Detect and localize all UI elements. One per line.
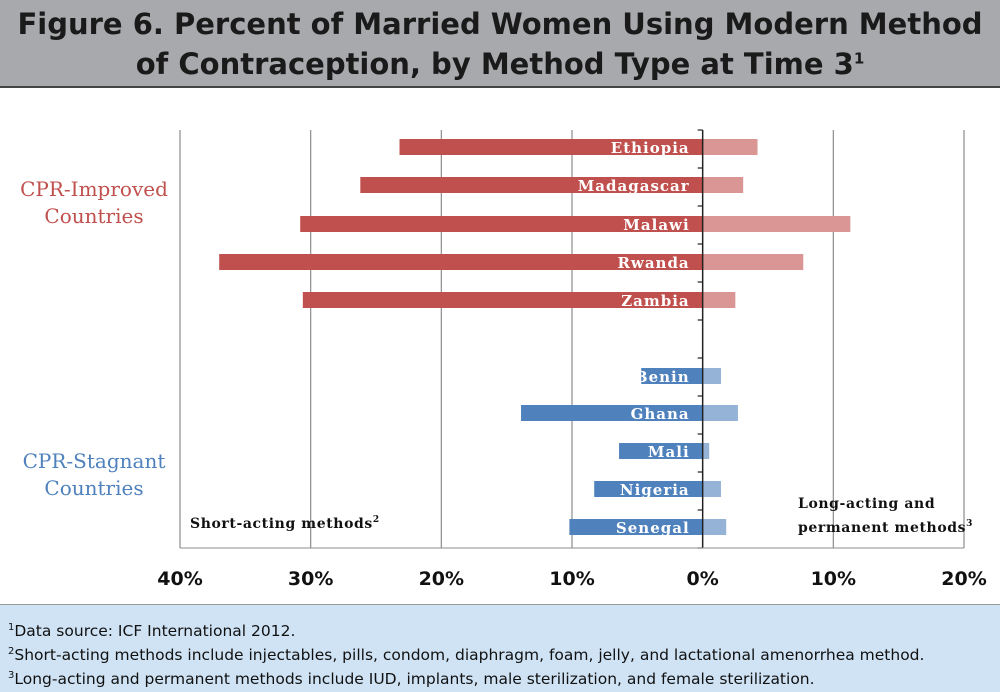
category-label-nigeria: Nigeria [620, 481, 690, 499]
category-label-benin: Benin [635, 368, 690, 386]
long-acting-annotation-line-2-footnote-marker: 3 [966, 519, 973, 529]
short-acting-annotation: Short-acting methods2 [190, 515, 380, 532]
figure-title-line-1: Figure 6. Percent of Married Women Using… [17, 7, 983, 41]
x-tick-label-2: 20% [419, 568, 464, 590]
bar-long-benin [702, 368, 721, 384]
category-label-zambia: Zambia [621, 292, 689, 310]
x-tick-label-5: 10% [811, 568, 856, 590]
category-label-madagascar: Madagascar [578, 177, 690, 195]
bar-short-mali [619, 443, 703, 459]
x-tick-label-4: 0% [687, 568, 719, 590]
short-acting-annotation-text: Short-acting methods [190, 516, 373, 532]
bar-long-ghana [702, 405, 738, 421]
long-acting-annotation-line-1: Long-acting and [798, 496, 935, 512]
figure-title-footnote-marker: 1 [853, 49, 865, 68]
footnote-1-marker: 1 [8, 621, 15, 633]
bar-short-malawi [300, 216, 703, 232]
group-label-0-line-1: Countries [44, 204, 143, 228]
method-annotations: Short-acting methods2 Long-acting and perm… [190, 496, 973, 536]
category-label-ethiopia: Ethiopia [611, 139, 690, 157]
category-label-ghana: Ghana [631, 405, 690, 423]
long-acting-annotation-line-2-text: permanent methods [798, 520, 966, 536]
x-tick-label-1: 30% [288, 568, 333, 590]
footnote-2: 2Short-acting methods include injectable… [8, 643, 1000, 667]
bar-long-rwanda [702, 254, 804, 270]
footnote-3-text: Long-acting and permanent methods includ… [14, 670, 815, 688]
category-labels: Ethiopia Madagascar Malawi Rwanda Zambia Beni… [578, 139, 690, 537]
long-acting-annotation-line-2: permanent methods3 [798, 519, 973, 536]
footnotes: 1Data source: ICF International 2012. 2S… [0, 604, 1000, 692]
bar-short-ethiopia [399, 139, 703, 155]
category-label-malawi: Malawi [623, 216, 689, 234]
gridlines [179, 130, 965, 548]
x-tick-label-3: 10% [549, 568, 594, 590]
figure-title-text: of Contraception, by Method Type at Time… [135, 47, 854, 81]
footnote-3-marker: 3 [8, 669, 15, 681]
bar-long-zambia [702, 292, 736, 308]
x-tick-label-0: 40% [157, 568, 202, 590]
x-tick-label-6: 20% [941, 568, 986, 590]
footnote-1-text: Data source: ICF International 2012. [14, 622, 296, 640]
bars [219, 139, 851, 535]
bar-short-zambia [302, 292, 703, 308]
bar-long-nigeria [702, 481, 721, 497]
bar-long-malawi [702, 216, 851, 232]
footnote-2-marker: 2 [8, 645, 15, 657]
group-label-1-line-1: Countries [44, 476, 143, 500]
footnote-1: 1Data source: ICF International 2012. [8, 619, 1000, 643]
category-label-mali: Mali [648, 443, 690, 461]
bar-short-madagascar [360, 177, 703, 193]
zero-axis [180, 129, 964, 549]
diverging-bar-chart: Ethiopia Madagascar Malawi Rwanda Zambia Beni… [20, 129, 987, 590]
figure-title-line-2: of Contraception, by Method Type at Time… [0, 44, 1000, 84]
group-labels: CPR-Improved Countries CPR-Stagnant Countri… [20, 177, 168, 500]
bar-long-senegal [702, 519, 727, 535]
x-axis-tick-labels: 40% 30% 20% 10% 0% 10% 20% [157, 568, 986, 590]
category-label-rwanda: Rwanda [617, 254, 689, 272]
bar-short-senegal [569, 519, 703, 535]
bar-long-mali [702, 443, 710, 459]
bar-short-rwanda [219, 254, 703, 270]
bar-long-madagascar [702, 177, 744, 193]
bar-short-nigeria [594, 481, 703, 497]
figure-title-banner: Figure 6. Percent of Married Women Using… [0, 0, 1000, 88]
bar-short-benin [641, 368, 703, 384]
group-label-0-line-0: CPR-Improved [20, 177, 168, 201]
bar-short-ghana [521, 405, 703, 421]
long-acting-annotation-line-1-text: Long-acting and [798, 496, 935, 512]
bar-long-ethiopia [702, 139, 758, 155]
group-label-1-line-0: CPR-Stagnant [23, 449, 166, 473]
footnote-2-text: Short-acting methods include injectables… [14, 646, 925, 664]
short-acting-annotation-footnote-marker: 2 [373, 515, 380, 525]
category-label-senegal: Senegal [616, 519, 690, 537]
footnote-3: 3Long-acting and permanent methods inclu… [8, 667, 1000, 691]
